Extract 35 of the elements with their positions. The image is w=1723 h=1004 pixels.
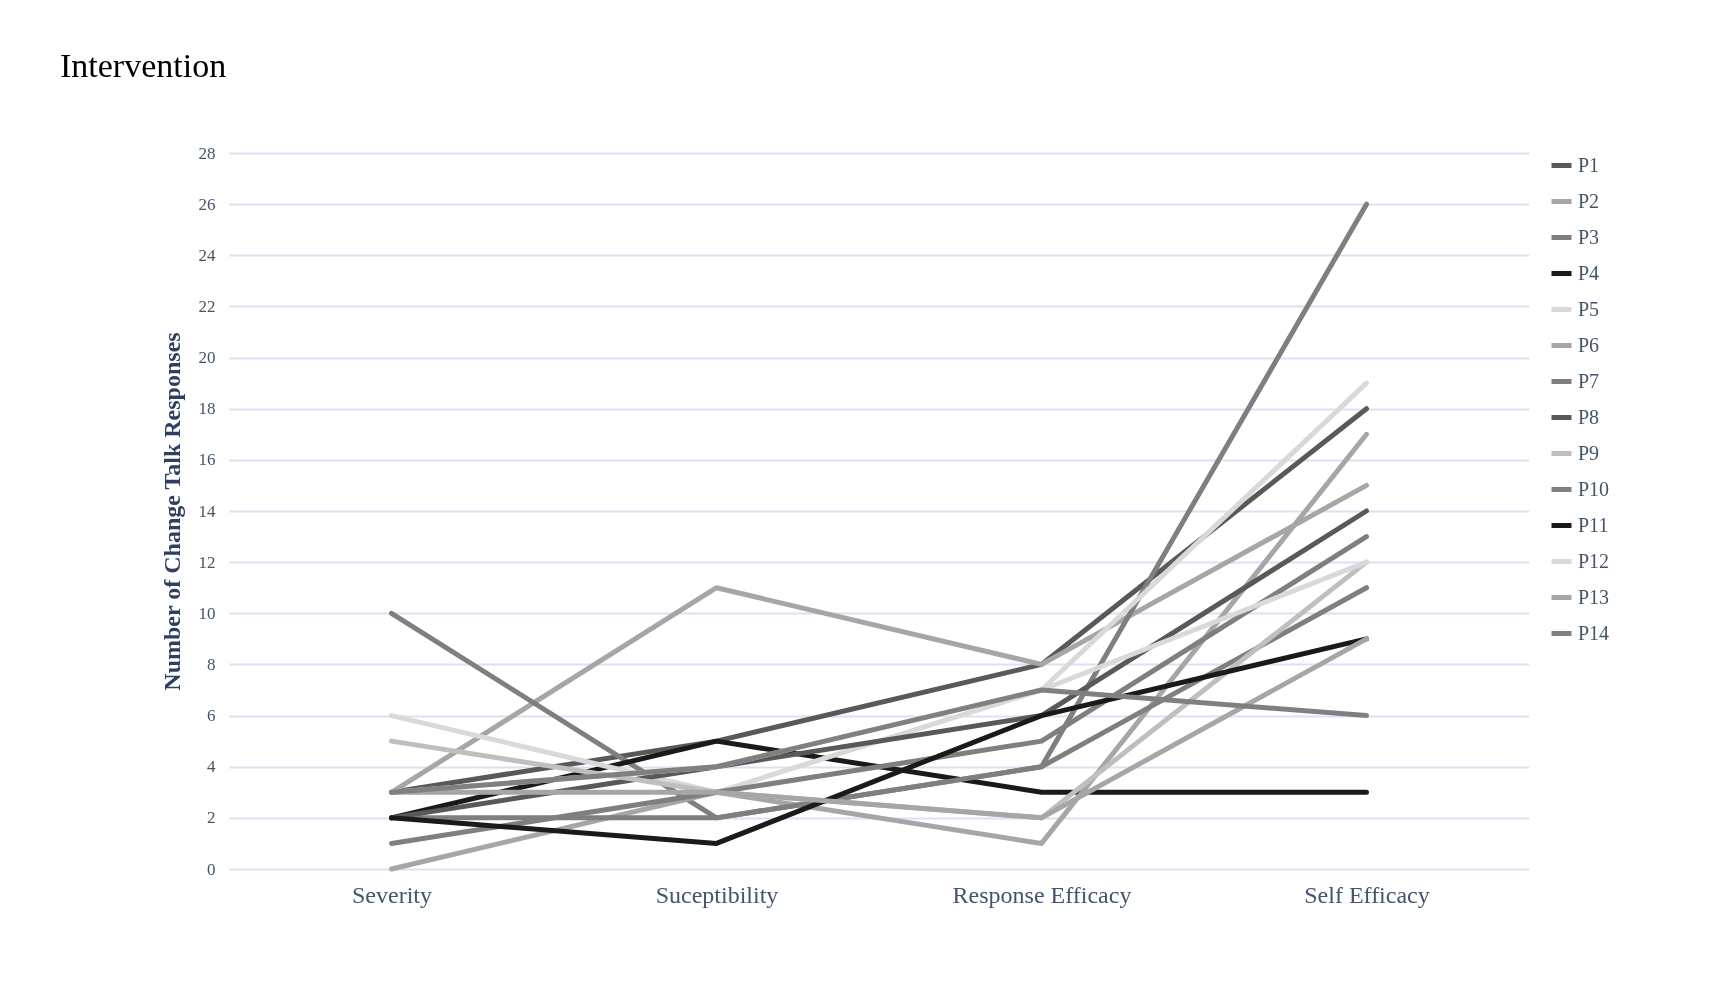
x-tick-label: Suceptibility (655, 881, 779, 908)
y-tick-label: 26 (198, 194, 216, 214)
y-tick-label: 24 (198, 245, 216, 265)
legend-label: P13 (1578, 585, 1610, 608)
y-tick-label: 0 (207, 859, 216, 879)
y-tick-label: 28 (198, 143, 216, 163)
legend-label: P11 (1578, 513, 1609, 536)
chart-title: Intervention (60, 47, 227, 84)
legend-label: P2 (1578, 189, 1600, 212)
y-tick-label: 18 (198, 399, 216, 419)
legend-label: P8 (1578, 405, 1600, 428)
legend-label: P5 (1578, 297, 1600, 320)
x-tick-label: Response Efficacy (952, 881, 1132, 908)
y-tick-label: 2 (207, 808, 216, 828)
y-tick-label: 10 (198, 603, 216, 623)
legend-label: P10 (1578, 477, 1610, 500)
legend-label: P6 (1578, 333, 1600, 356)
y-tick-label: 20 (198, 348, 216, 368)
legend-label: P9 (1578, 441, 1600, 464)
legend-label: P7 (1578, 369, 1600, 392)
y-tick-label: 14 (198, 501, 216, 521)
y-tick-label: 12 (198, 552, 216, 572)
x-tick-label: Self Efficacy (1304, 881, 1430, 908)
legend-label: P1 (1578, 153, 1600, 176)
y-tick-label: 6 (207, 706, 216, 726)
x-tick-label: Severity (352, 881, 432, 908)
y-tick-label: 16 (198, 450, 216, 470)
y-tick-label: 22 (198, 296, 216, 316)
legend-label: P3 (1578, 225, 1600, 248)
legend-label: P14 (1578, 621, 1610, 644)
y-tick-label: 4 (207, 757, 216, 777)
legend-label: P12 (1578, 549, 1610, 572)
legend-label: P4 (1578, 261, 1600, 284)
y-axis-title: Number of Change Talk Responses (158, 332, 185, 691)
y-tick-label: 8 (207, 654, 216, 674)
